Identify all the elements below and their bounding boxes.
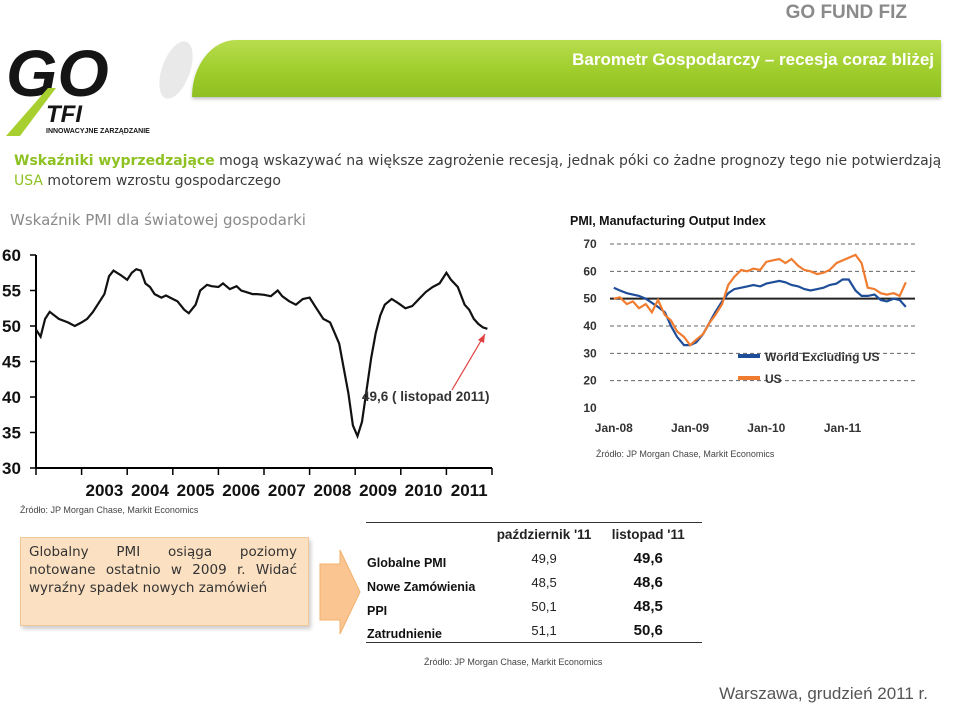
cell-nov: 49,6: [633, 550, 663, 567]
y-tick-label: 10: [583, 401, 597, 415]
y-tick-label: 30: [2, 459, 21, 478]
x-tick-label: 2004: [131, 481, 169, 500]
row-label: Nowe Zamówienia: [367, 579, 476, 594]
cell-oct: 50,1: [531, 599, 557, 614]
x-tick-label: 2003: [85, 481, 123, 500]
x-tick-label: Jan-08: [595, 421, 633, 435]
right-arrow-icon: [319, 549, 361, 635]
global-pmi-chart: 60 55 50 45 40 35 30 2003 2004 2005 2006 2007 2008 20…: [2, 246, 493, 500]
right-chart-source: Źródło: JP Morgan Chase, Markit Economic…: [596, 449, 775, 459]
intro-lead: mogą wskazywać na większe zagrożenie rec…: [214, 153, 942, 169]
y-tick-label: 30: [583, 346, 597, 360]
chart-subtitle: Wskaźnik PMI dla światowej gospodarki: [10, 211, 306, 229]
cell-oct: 51,1: [493, 618, 595, 643]
x-tick-label: 2007: [268, 481, 306, 500]
header-nov: listopad '11: [594, 522, 702, 547]
chart-annotation: 49,6 ( listopad 2011): [362, 389, 490, 404]
logo-main-text: GO: [6, 36, 109, 110]
cell-nov: 48,5: [633, 598, 663, 615]
footer-text: Warszawa, grudzień 2011 r.: [719, 684, 928, 703]
page-title: Barometr Gospodarczy – recesja coraz bli…: [572, 50, 934, 69]
y-tick-label: 55: [2, 282, 21, 301]
pmi-table: październik '11 listopad '11 Globalne PM…: [366, 522, 702, 643]
world-excluding-us-line: [613, 278, 907, 347]
y-tick-label: 60: [2, 246, 21, 265]
table-source: Źródło: JP Morgan Chase, Markit Economic…: [424, 657, 603, 667]
x-tick-label: 2009: [359, 481, 397, 500]
x-tick-label: 2008: [313, 481, 351, 500]
x-tick-label: 2005: [177, 481, 215, 500]
right-chart-title: PMI, Manufacturing Output Index: [570, 214, 766, 228]
cell-nov: 48,6: [633, 574, 663, 591]
row-label: PPI: [367, 603, 388, 618]
summary-box: [20, 537, 309, 626]
y-tick-label: 50: [583, 292, 597, 306]
global-pmi-tick-labels: 60 55 50 45 40 35 30 2003 2004 2005 2006 2007 2008 20…: [2, 246, 488, 500]
cell-oct: 48,5: [531, 575, 557, 590]
y-tick-label: 20: [583, 374, 597, 388]
global-pmi-series: [35, 267, 488, 440]
table-header-row: październik '11 listopad '11: [366, 522, 702, 547]
y-tick-label: 50: [2, 317, 21, 336]
annotation-arrow-head: [478, 334, 485, 343]
left-chart-source: Źródło: JP Morgan Chase, Markit Economic…: [20, 505, 199, 515]
legend-us-label: US: [765, 372, 782, 386]
cell-oct: 49,9: [531, 551, 557, 566]
output-index-tick-labels: 70 60 50 40 30 20 10 Jan-08 Jan-09 Jan-10 Jan-11: [583, 237, 861, 435]
go-tfi-logo-icon: GO TFI INNOWACYJNE ZARZĄDZANIE: [6, 36, 193, 136]
legend-world-label: World Excluding US: [765, 350, 879, 364]
output-index-series: [613, 253, 907, 347]
title-banner: [192, 40, 941, 97]
table-row: Globalne PMI 49,9 49,6: [366, 547, 702, 571]
output-index-grid: [610, 243, 915, 382]
global-pmi-axes: [30, 254, 493, 475]
row-label: Zatrudnienie: [366, 618, 494, 643]
y-tick-label: 60: [583, 264, 597, 278]
global-pmi-line: [35, 267, 488, 440]
x-tick-label: 2011: [451, 481, 488, 500]
y-tick-label: 35: [2, 424, 21, 443]
row-label: Globalne PMI: [367, 555, 447, 570]
summary-text: Globalny PMI osiąga poziomy notowane ost…: [29, 544, 297, 596]
x-tick-label: 2010: [405, 481, 443, 500]
y-tick-label: 40: [583, 319, 597, 333]
y-tick-label: 40: [2, 388, 21, 407]
header-oct: październik '11: [493, 522, 595, 547]
table-row: PPI 50,1 48,5: [366, 595, 702, 619]
logo: GO TFI INNOWACYJNE ZARZĄDZANIE: [0, 30, 200, 140]
y-tick-label: 70: [583, 237, 597, 251]
x-tick-label: 2006: [222, 481, 260, 500]
chart-legend: World Excluding US US: [738, 350, 879, 386]
table-row: Zatrudnienie 51,1 50,6: [366, 618, 702, 643]
intro-tail: motorem wzrostu gospodarczego: [42, 173, 281, 189]
y-tick-label: 45: [2, 353, 21, 372]
logo-sub-text: TFI: [46, 101, 83, 128]
output-index-chart: PMI, Manufacturing Output Index 70 60 50 40…: [570, 214, 915, 435]
cell-nov: 50,6: [594, 618, 702, 643]
intro-text: Wskaźniki wyprzedzające mogą wskazywać n…: [14, 151, 944, 191]
intro-usa: USA: [14, 173, 43, 189]
annotation-arrow: [451, 333, 486, 391]
us-line: [613, 253, 907, 347]
brand-name: GO FUND FIZ: [785, 2, 907, 23]
x-tick-label: Jan-10: [747, 421, 785, 435]
x-tick-label: Jan-09: [671, 421, 709, 435]
x-tick-label: Jan-11: [824, 421, 862, 435]
intro-highlight: Wskaźniki wyprzedzające: [14, 153, 215, 169]
table-row: Nowe Zamówienia 48,5 48,6: [366, 571, 702, 595]
logo-tagline: INNOWACYJNE ZARZĄDZANIE: [46, 128, 150, 135]
